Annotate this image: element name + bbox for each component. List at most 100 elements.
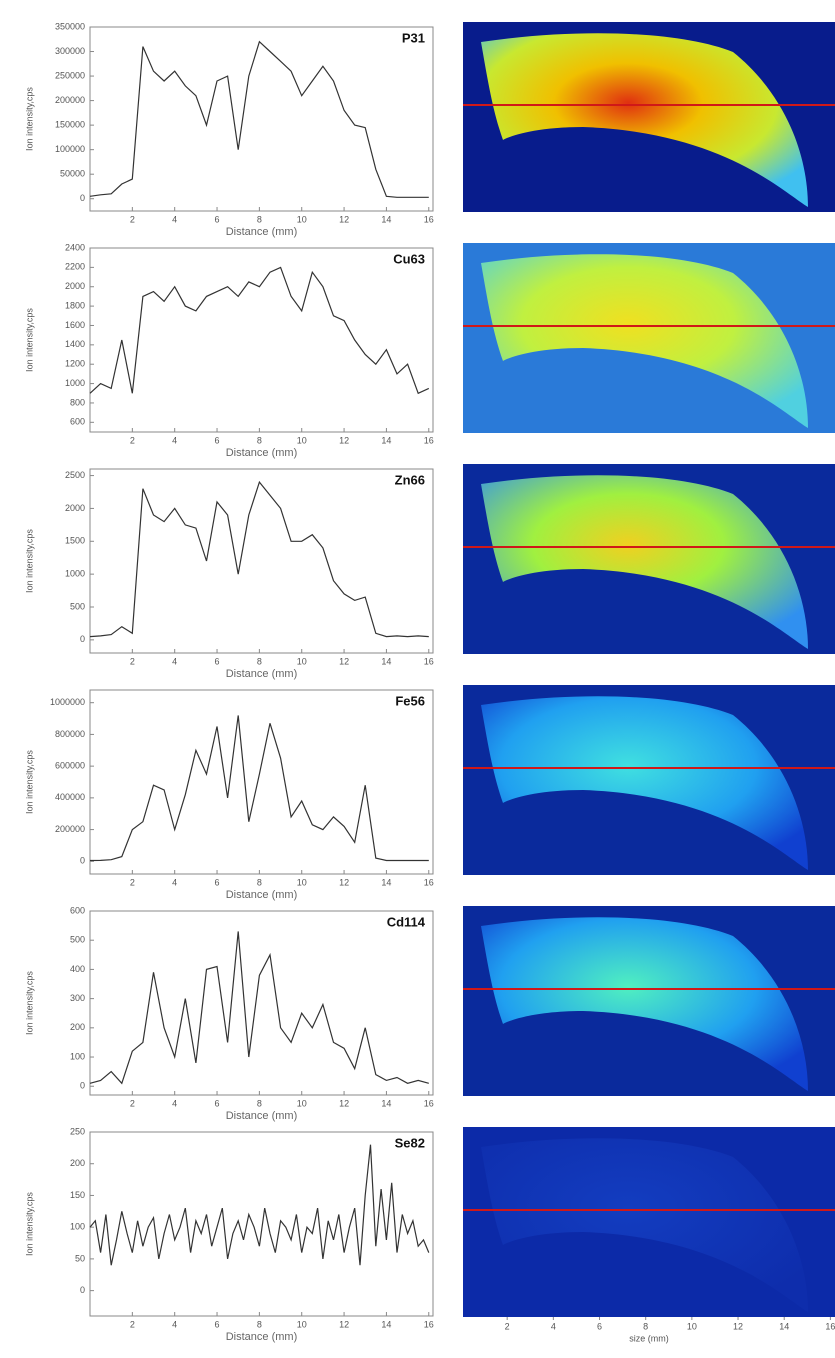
- plot-frame: [89, 1131, 434, 1317]
- y-tick-label: 300: [70, 993, 85, 1003]
- x-tick-label: 2: [130, 435, 135, 445]
- heatmap-tissue: [481, 254, 808, 428]
- y-axis-label: Ion intensity,cps: [24, 1192, 34, 1256]
- x-tick-label: 8: [257, 435, 262, 445]
- x-tick-label: 2: [130, 214, 135, 224]
- x-tick-label: 6: [215, 656, 220, 666]
- heatmap-tissue: [481, 696, 808, 870]
- x-tick-label: 10: [297, 877, 307, 887]
- x-tick-label: 6: [597, 1321, 602, 1331]
- x-tick-label: 2: [130, 656, 135, 666]
- y-tick-label: 500: [70, 601, 85, 611]
- y-tick-label: 0: [80, 856, 85, 866]
- y-tick-label: 600000: [55, 761, 85, 771]
- x-tick-label: 10: [297, 214, 307, 224]
- chart-title: Se82: [395, 1135, 425, 1150]
- y-tick-label: 400000: [55, 792, 85, 802]
- x-tick-label: 4: [172, 656, 177, 666]
- heatmap-tissue: [481, 33, 808, 207]
- x-tick-label: 8: [643, 1321, 648, 1331]
- x-tick-label: 8: [257, 214, 262, 224]
- x-tick-label: 16: [825, 1321, 835, 1331]
- y-tick-label: 400: [70, 964, 85, 974]
- x-tick-label: 14: [381, 214, 391, 224]
- line-series: [89, 266, 430, 395]
- x-tick-label: 6: [215, 1319, 220, 1329]
- y-axis-label: Ion intensity,cps: [24, 529, 34, 593]
- plot-frame: [89, 689, 434, 875]
- x-tick-label: 10: [297, 656, 307, 666]
- y-tick-label: 0: [80, 634, 85, 644]
- x-tick-label: 14: [381, 656, 391, 666]
- y-tick-label: 600: [70, 905, 85, 915]
- x-tick-label: 6: [215, 435, 220, 445]
- y-tick-label: 1200: [65, 359, 85, 369]
- x-tick-label: 8: [257, 1319, 262, 1329]
- x-tick-label: 4: [172, 1098, 177, 1108]
- y-tick-label: 1600: [65, 320, 85, 330]
- y-tick-label: 1000000: [50, 697, 85, 707]
- y-tick-label: 200000: [55, 824, 85, 834]
- x-tick-label: 2: [130, 877, 135, 887]
- x-axis-label: Distance (mm): [226, 1110, 298, 1122]
- y-tick-label: 2200: [65, 262, 85, 272]
- y-tick-label: 1000: [65, 569, 85, 579]
- x-tick-label: 4: [172, 214, 177, 224]
- y-axis-label: Ion intensity,cps: [24, 308, 34, 372]
- x-tick-label: 12: [339, 214, 349, 224]
- y-tick-label: 250000: [55, 70, 85, 80]
- y-tick-label: 800: [70, 397, 85, 407]
- y-tick-label: 1000: [65, 378, 85, 388]
- line-series: [89, 40, 429, 198]
- x-axis-label: Distance (mm): [226, 889, 298, 901]
- y-axis-label: Ion intensity,cps: [24, 971, 34, 1035]
- heatmap-tissue: [481, 1138, 808, 1312]
- x-tick-label: 14: [381, 877, 391, 887]
- y-tick-label: 150000: [55, 120, 85, 130]
- y-tick-label: 2500: [65, 470, 85, 480]
- line-series: [89, 931, 429, 1085]
- x-tick-label: 12: [339, 435, 349, 445]
- x-tick-label: 12: [339, 1319, 349, 1329]
- x-tick-label: 16: [424, 877, 434, 887]
- y-tick-label: 1800: [65, 300, 85, 310]
- y-tick-label: 250: [70, 1126, 85, 1136]
- y-tick-label: 200000: [55, 95, 85, 105]
- x-tick-label: 10: [297, 1319, 307, 1329]
- x-tick-label: 10: [297, 1098, 307, 1108]
- chart-title: P31: [402, 30, 425, 45]
- x-tick-label: 16: [424, 1319, 434, 1329]
- x-tick-label: 4: [172, 877, 177, 887]
- x-tick-label: 12: [733, 1321, 743, 1331]
- y-tick-label: 100000: [55, 144, 85, 154]
- plot-frame: [89, 468, 434, 654]
- y-tick-label: 0: [80, 1081, 85, 1091]
- heatmap-tissue: [481, 475, 808, 649]
- y-tick-label: 100: [70, 1051, 85, 1061]
- x-axis-label: Distance (mm): [226, 447, 298, 459]
- x-axis-label: Distance (mm): [226, 1331, 298, 1343]
- y-tick-label: 800000: [55, 729, 85, 739]
- x-tick-label: 4: [172, 1319, 177, 1329]
- x-tick-label: 6: [215, 877, 220, 887]
- y-tick-label: 1500: [65, 536, 85, 546]
- x-axis-label: Distance (mm): [226, 668, 298, 680]
- y-tick-label: 2000: [65, 281, 85, 291]
- x-tick-label: 10: [687, 1321, 697, 1331]
- plot-frame: [89, 247, 434, 433]
- x-tick-label: 14: [381, 435, 391, 445]
- x-tick-label: 14: [779, 1321, 789, 1331]
- x-tick-label: 12: [339, 1098, 349, 1108]
- plot-frame: [89, 910, 434, 1096]
- y-axis-label: Ion intensity,cps: [24, 750, 34, 814]
- x-tick-label: 16: [424, 656, 434, 666]
- y-tick-label: 50: [75, 1253, 85, 1263]
- x-axis-label: size (mm): [629, 1333, 669, 1343]
- x-tick-label: 4: [172, 435, 177, 445]
- x-tick-label: 2: [130, 1098, 135, 1108]
- y-tick-label: 200: [70, 1022, 85, 1032]
- x-tick-label: 8: [257, 877, 262, 887]
- y-tick-label: 0: [80, 1285, 85, 1295]
- y-tick-label: 300000: [55, 46, 85, 56]
